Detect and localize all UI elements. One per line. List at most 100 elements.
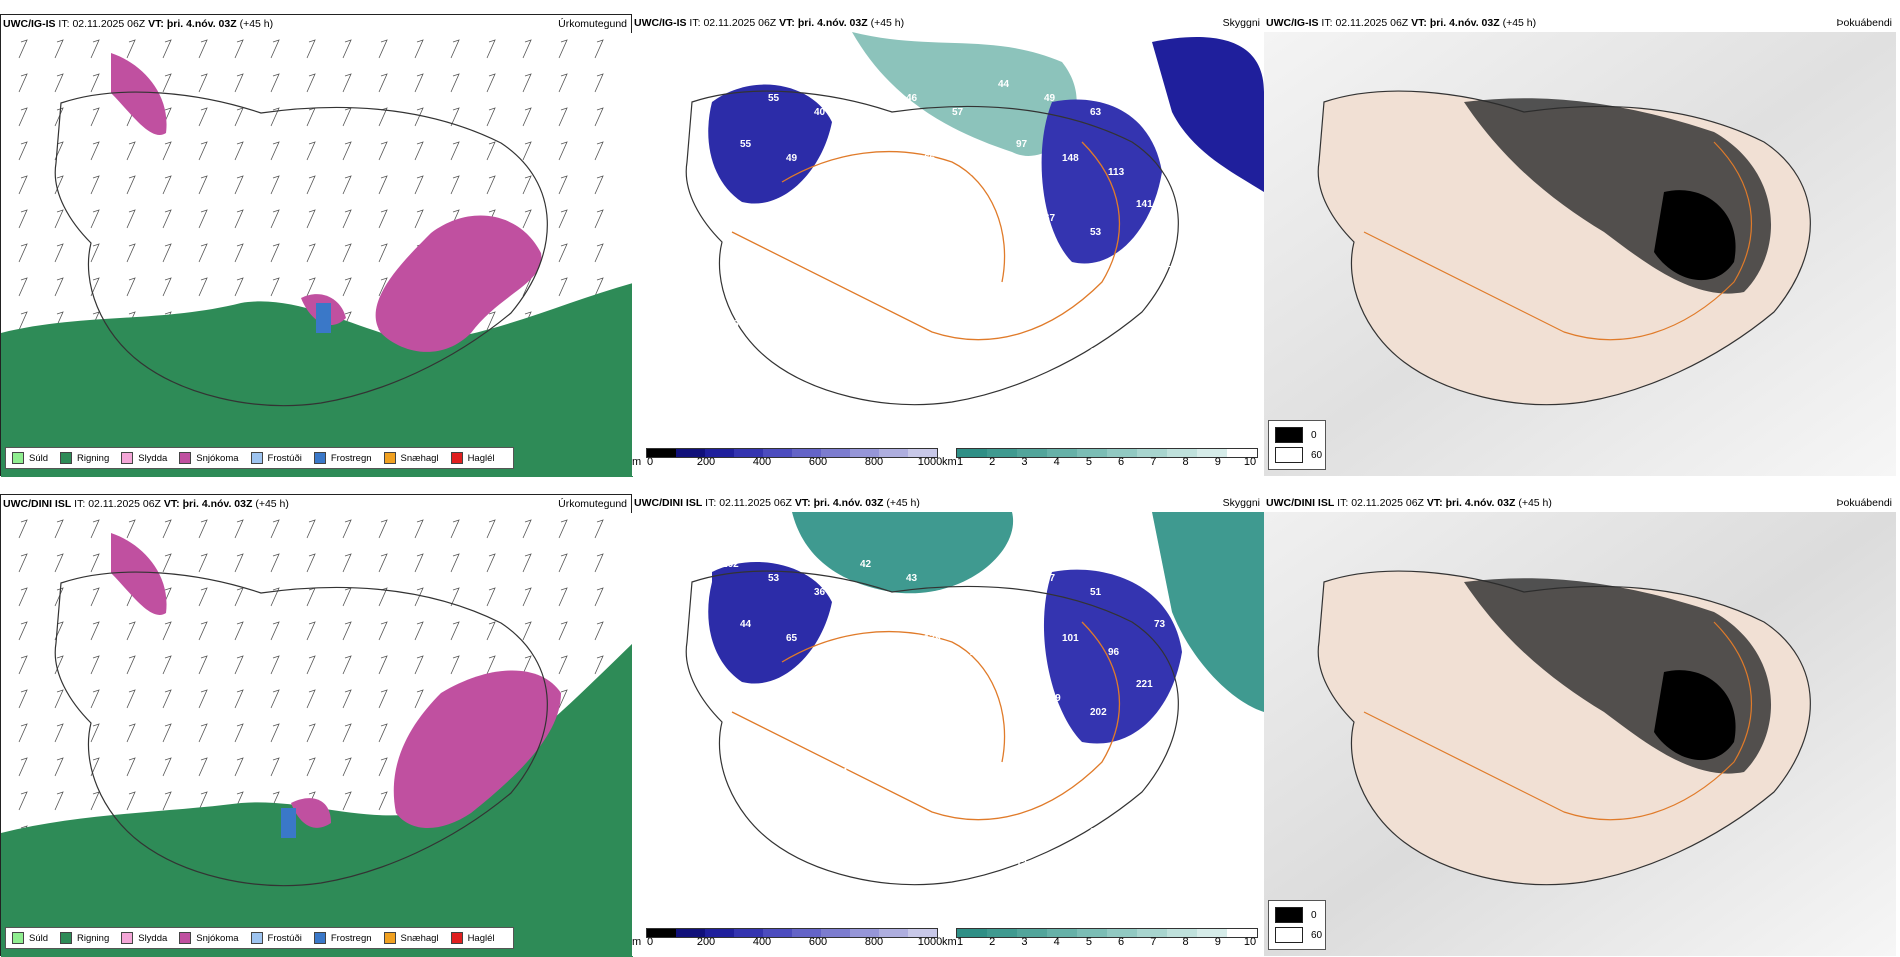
- panel-title: Skyggni: [1222, 497, 1260, 509]
- wind-barb: [558, 73, 568, 93]
- wind-barb: [558, 689, 568, 709]
- color-step: [1167, 929, 1197, 937]
- wind-barb: [234, 209, 244, 229]
- color-step: [647, 929, 676, 937]
- wind-barb: [162, 723, 172, 743]
- wind-barb: [54, 209, 64, 229]
- cloud-base-label: 89: [814, 707, 826, 718]
- wind-barb: [18, 73, 28, 93]
- cloud-base-label: 711: [832, 767, 849, 778]
- wind-barb: [18, 655, 28, 675]
- wind-barb: [18, 107, 28, 127]
- wind-barb: [486, 311, 496, 331]
- init-time: 02.11.2025 06Z: [72, 18, 146, 30]
- wind-barb: [126, 621, 136, 641]
- tick-label: 200: [696, 456, 716, 468]
- cloud-base-label: 59: [906, 693, 918, 704]
- legend-item: Snjókoma: [179, 932, 239, 944]
- wind-barb: [450, 655, 460, 675]
- wind-barb: [234, 175, 244, 195]
- cloud-base-label: 77: [832, 647, 844, 658]
- wind-barb: [234, 621, 244, 641]
- wind-barb: [270, 39, 280, 59]
- wind-barb: [90, 209, 100, 229]
- wind-barb: [198, 107, 208, 127]
- ceiling-color-strip: [646, 448, 938, 458]
- panel-title: Þokuábendi: [1836, 17, 1892, 29]
- color-step: [1077, 449, 1107, 457]
- color-step: [879, 929, 908, 937]
- cloud-base-label: 82: [878, 259, 890, 270]
- legend-item: Rigning: [60, 932, 109, 944]
- wind-barb: [198, 689, 208, 709]
- iceland-coastline: [685, 90, 1179, 406]
- cloud-base-label: 60: [906, 213, 918, 224]
- cloud-base-label: 76: [1062, 753, 1074, 764]
- tick-label: 1000: [917, 456, 943, 468]
- cloud-base-label: 326: [970, 887, 987, 898]
- wind-barb: [522, 175, 532, 195]
- cloud-base-label: 55: [768, 93, 780, 104]
- color-step: [821, 929, 850, 937]
- wind-barb: [90, 689, 100, 709]
- cloud-base-label: 151: [1090, 347, 1107, 358]
- wind-barb: [414, 587, 424, 607]
- legend-item: Haglél: [450, 452, 495, 464]
- wind-barb: [342, 175, 352, 195]
- snow-area-nw: [111, 53, 167, 135]
- wind-barb: [54, 553, 64, 573]
- wind-barb: [306, 757, 316, 777]
- wind-barb: [234, 519, 244, 539]
- wind-barb: [162, 39, 172, 59]
- vt-label: VT:: [163, 498, 180, 510]
- wind-barb: [90, 553, 100, 573]
- wind-barb: [414, 39, 424, 59]
- cloud-base-label: 67: [722, 919, 734, 930]
- wind-barb: [18, 277, 28, 297]
- cloud-base-label: 62: [952, 347, 964, 358]
- cloud-base-label: 88: [786, 873, 798, 884]
- cloud-base-label: 316: [768, 333, 785, 344]
- cloud-base-label: 135: [952, 827, 969, 838]
- ceiling-unit: m: [632, 936, 642, 948]
- lead-time: (+45 h): [1518, 497, 1552, 509]
- cloud-base-label: 101: [1062, 633, 1079, 644]
- cloud-base-label: 53: [952, 227, 964, 238]
- cloud-map: 57 55 40 39 46 57 44 49 63 76 55 49 220 57 66 81 97 148 11…: [632, 32, 1264, 476]
- wind-barb: [558, 553, 568, 573]
- wind-barb: [522, 655, 532, 675]
- wind-barb: [558, 209, 568, 229]
- tick-label: 8: [1182, 936, 1189, 948]
- color-step: [879, 449, 908, 457]
- fog-panel-bottom: UWC/DINI ISL IT: 02.11.2025 06Z VT: þri.…: [1264, 494, 1896, 956]
- wind-barb: [378, 519, 388, 539]
- legend-item: Haglél: [450, 932, 495, 944]
- wind-barb: [558, 519, 568, 539]
- model-name: UWC/DINI ISL: [1266, 497, 1335, 509]
- wind-barb: [594, 519, 604, 539]
- legend-swatch: [383, 932, 396, 944]
- wind-barb: [234, 723, 244, 743]
- cloud-base-label: 112: [1062, 273, 1079, 284]
- cloud-base-label: 65: [860, 679, 872, 690]
- legend-label: Snjókoma: [196, 932, 239, 944]
- cloud-base-label: 89: [832, 287, 844, 298]
- cloud-base-label: 236: [1016, 259, 1033, 270]
- wind-barb: [18, 621, 28, 641]
- valid-time: þri. 4.nóv. 03Z: [1429, 17, 1500, 29]
- wind-barb: [270, 655, 280, 675]
- it-label: IT:: [1337, 497, 1349, 509]
- wind-barb: [342, 243, 352, 263]
- panel-header: UWC/IG-IS IT: 02.11.2025 06Z VT: þri. 4.…: [632, 14, 1264, 32]
- legend-label: Súld: [29, 452, 49, 464]
- wind-barb: [162, 209, 172, 229]
- low-cloud-area-ne: [1041, 99, 1162, 264]
- wind-barb: [594, 243, 604, 263]
- tick-label: 6: [1118, 936, 1125, 948]
- fog-legend-box: [1275, 427, 1303, 443]
- tick-label: 0: [646, 936, 654, 948]
- wind-barb: [594, 621, 604, 641]
- color-step: [987, 449, 1017, 457]
- wind-barb: [306, 519, 316, 539]
- low-cloud-area: [1152, 37, 1264, 192]
